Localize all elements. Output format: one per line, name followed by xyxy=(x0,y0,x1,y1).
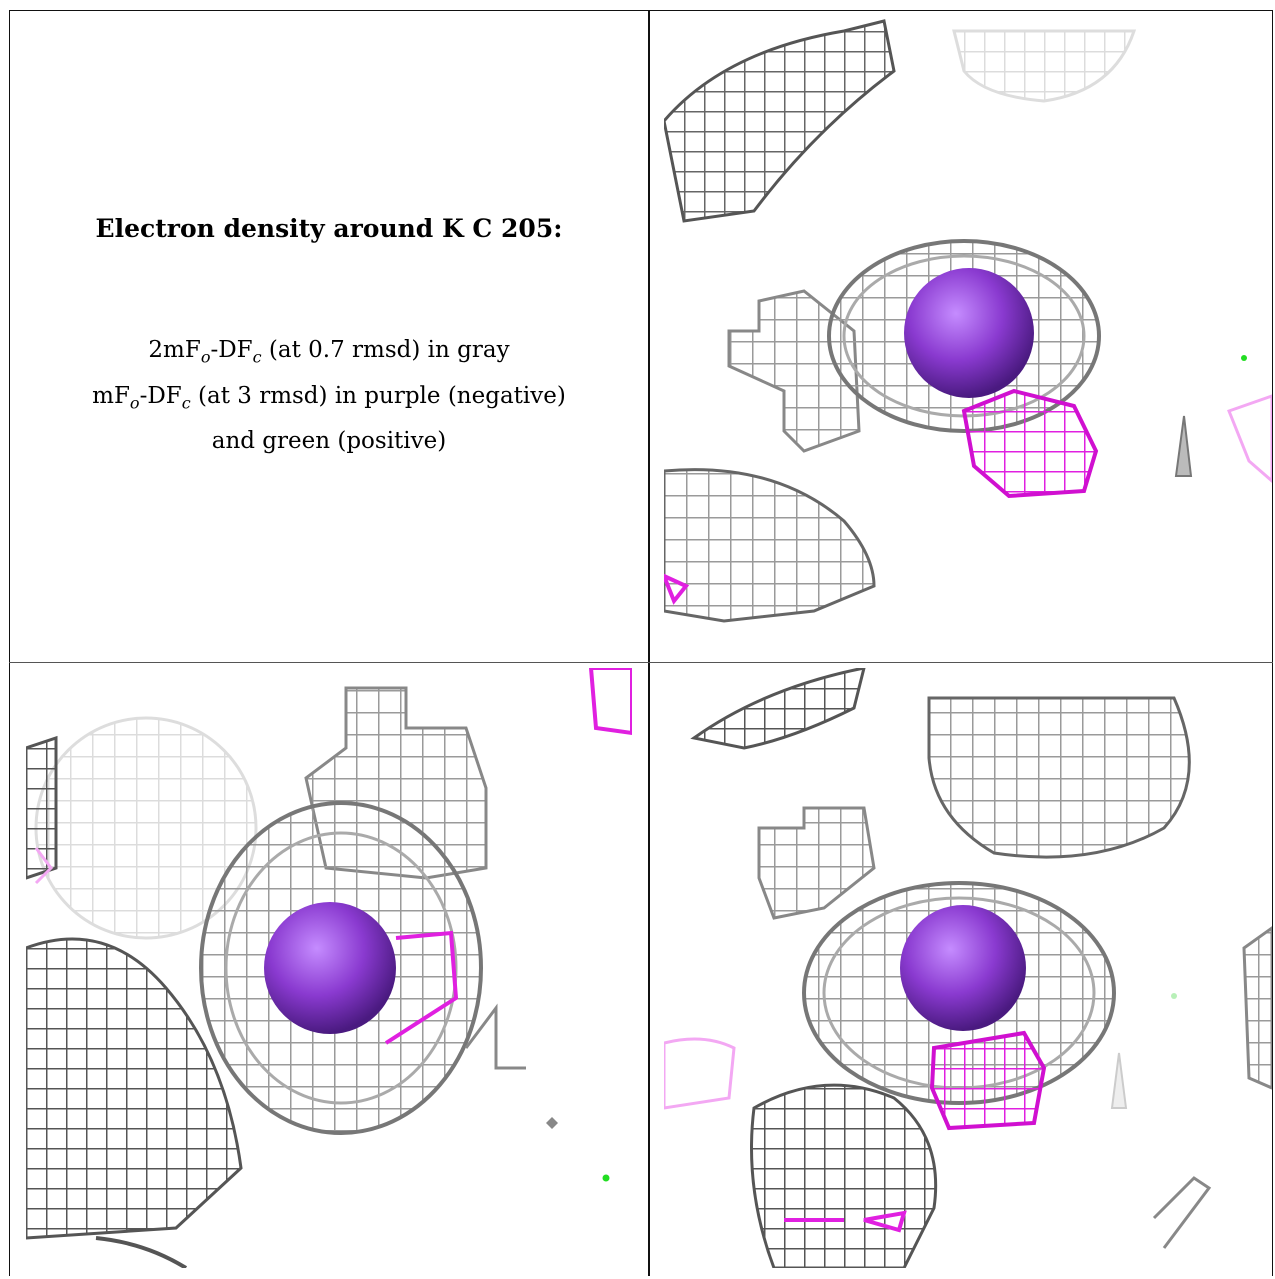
mesh-top-center xyxy=(952,29,1137,103)
mesh-top-dome xyxy=(927,696,1191,859)
mesh-lower-left xyxy=(750,1083,938,1268)
density-view-top-right xyxy=(664,11,1272,635)
density-view-bottom-right xyxy=(664,668,1272,1268)
positive-density-dot xyxy=(1241,355,1247,361)
mesh-lower-left xyxy=(664,468,876,623)
potassium-sphere xyxy=(900,905,1026,1031)
negative-density-arc xyxy=(384,930,459,1045)
mesh-upper-left xyxy=(664,19,896,223)
legend-lines: 2mFo-DFc (at 0.7 rmsd) in gray mFo-DFc (… xyxy=(10,331,648,460)
density-view-bottom-left xyxy=(26,668,632,1268)
faint-negative-mesh xyxy=(664,1037,736,1110)
mesh-top-left xyxy=(690,668,866,750)
potassium-sphere xyxy=(264,902,396,1034)
mesh-bottom-fragment xyxy=(95,1236,188,1268)
mesh-left-block xyxy=(727,289,861,453)
figure-frame xyxy=(9,10,1273,1276)
small-negative-fragment xyxy=(784,1210,907,1233)
small-spike xyxy=(1174,415,1193,477)
legend-line-positive: and green (positive) xyxy=(211,428,447,455)
small-spike xyxy=(1110,1052,1128,1109)
positive-density-dot xyxy=(602,1174,610,1182)
negative-density-blob xyxy=(961,388,1099,499)
potassium-sphere xyxy=(904,268,1034,398)
mesh-small-fragment xyxy=(464,1003,526,1070)
legend-line-2fo-fc: 2mFo-DFc (at 0.7 rmsd) in gray xyxy=(148,337,510,367)
mesh-small-fragment xyxy=(1152,1176,1212,1249)
faint-negative-mesh xyxy=(34,847,53,885)
mesh-left-shell xyxy=(26,937,243,1240)
right-edge-magenta xyxy=(1227,394,1272,483)
legend-title: Electron density around K C 205: xyxy=(95,214,563,243)
legend-panel: Electron density around K C 205: 2mFo-DF… xyxy=(10,11,648,662)
small-gray-marker xyxy=(546,1117,558,1129)
corner-negative-mesh xyxy=(588,668,632,736)
legend-line-fo-fc: mFo-DFc (at 3 rmsd) in purple (negative) xyxy=(92,382,566,413)
mesh-edge-left xyxy=(26,735,58,880)
positive-density-dot xyxy=(1171,993,1177,999)
vertical-divider xyxy=(648,10,650,1276)
mesh-left-block xyxy=(757,806,876,920)
horizontal-divider xyxy=(9,662,1273,663)
mesh-right-edge xyxy=(1242,926,1272,1090)
negative-density-blob xyxy=(929,1030,1047,1131)
small-negative-blob xyxy=(664,573,690,605)
